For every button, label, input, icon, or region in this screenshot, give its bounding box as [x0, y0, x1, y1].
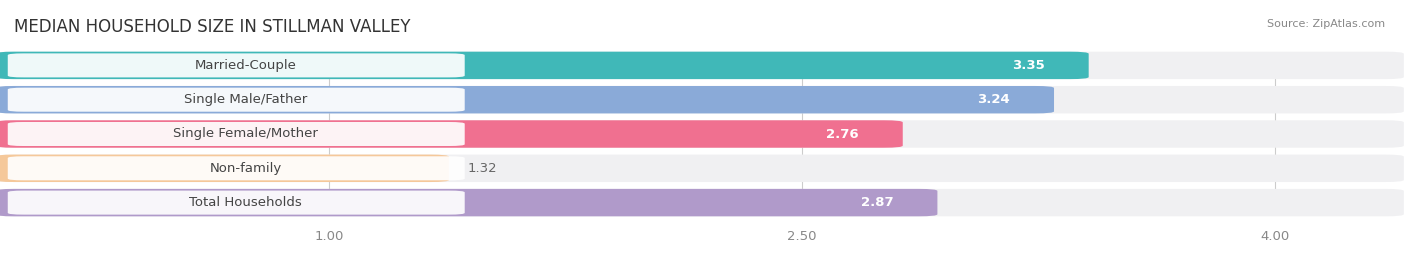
FancyBboxPatch shape	[0, 86, 1403, 113]
FancyBboxPatch shape	[0, 120, 903, 148]
FancyBboxPatch shape	[0, 155, 449, 182]
FancyBboxPatch shape	[8, 88, 465, 112]
Text: Source: ZipAtlas.com: Source: ZipAtlas.com	[1267, 19, 1385, 29]
Text: 3.24: 3.24	[977, 93, 1010, 106]
FancyBboxPatch shape	[8, 156, 465, 180]
Text: 1.32: 1.32	[468, 162, 498, 175]
Text: Total Households: Total Households	[190, 196, 302, 209]
Text: Married-Couple: Married-Couple	[195, 59, 297, 72]
Text: MEDIAN HOUSEHOLD SIZE IN STILLMAN VALLEY: MEDIAN HOUSEHOLD SIZE IN STILLMAN VALLEY	[14, 18, 411, 36]
FancyBboxPatch shape	[8, 53, 465, 77]
Text: Non-family: Non-family	[209, 162, 281, 175]
FancyBboxPatch shape	[8, 191, 465, 215]
FancyBboxPatch shape	[0, 120, 1403, 148]
Text: Single Male/Father: Single Male/Father	[184, 93, 308, 106]
FancyBboxPatch shape	[0, 189, 938, 216]
FancyBboxPatch shape	[8, 122, 465, 146]
Text: 3.35: 3.35	[1012, 59, 1045, 72]
FancyBboxPatch shape	[0, 52, 1088, 79]
FancyBboxPatch shape	[0, 52, 1403, 79]
Text: 2.87: 2.87	[860, 196, 893, 209]
FancyBboxPatch shape	[0, 189, 1403, 216]
Text: 2.76: 2.76	[825, 128, 859, 140]
FancyBboxPatch shape	[0, 86, 1054, 113]
Text: Single Female/Mother: Single Female/Mother	[173, 128, 318, 140]
FancyBboxPatch shape	[0, 155, 1403, 182]
